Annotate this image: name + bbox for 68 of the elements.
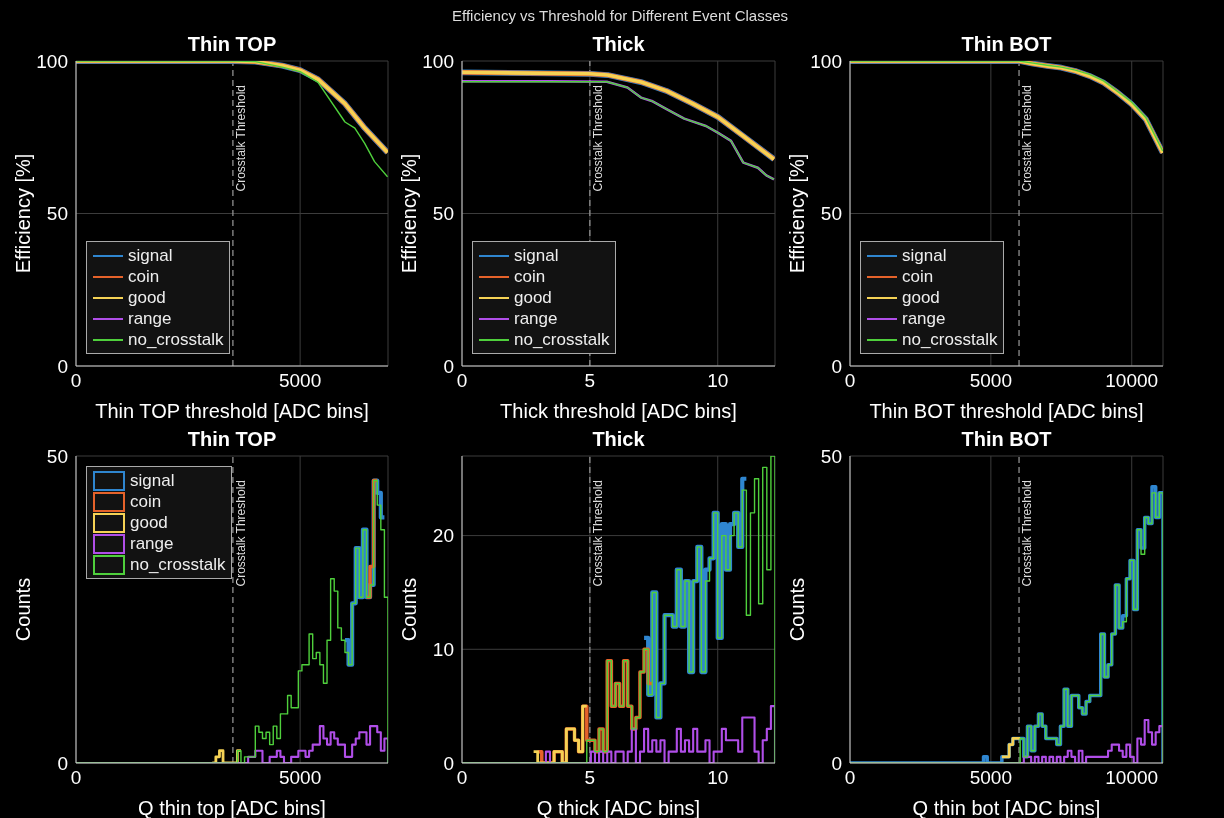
y-tick-label: 100 <box>810 50 842 72</box>
y-tick-label: 50 <box>46 203 68 225</box>
text: Efficiency vs Threshold for Different Event Classes <box>451 7 789 24</box>
y-axis-title: Counts <box>786 577 809 642</box>
legend-label: coin <box>130 491 162 512</box>
legend-label: coin <box>514 266 546 287</box>
x-tick-label: 10000 <box>1105 370 1159 392</box>
legend-label: no_crosstalk <box>902 329 998 350</box>
y-tick-label: 50 <box>820 203 842 225</box>
ref-line-label: Crosstalk Threshold <box>590 85 605 192</box>
legend-label: signal <box>130 470 175 491</box>
y-tick-label: 20 <box>432 525 454 547</box>
x-tick-label: 5000 <box>279 767 322 789</box>
legend-label: signal <box>128 245 173 266</box>
ref-line-label: Crosstalk Threshold <box>233 480 248 587</box>
legend-label: signal <box>514 245 559 266</box>
y-axis-title: Efficiency [%] <box>398 153 421 274</box>
x-tick-label: 10 <box>707 370 729 392</box>
ref-line-label: Crosstalk Threshold <box>233 85 248 192</box>
y-tick-label: 50 <box>432 203 454 225</box>
y-axis-title: Counts <box>12 577 35 642</box>
x-tick-label: 5000 <box>969 767 1012 789</box>
y-tick-label: 0 <box>831 355 842 377</box>
legend-label: range <box>902 308 946 329</box>
chart-title: Thick <box>591 428 646 451</box>
y-tick-label: 10 <box>432 639 454 661</box>
legend-label: no_crosstalk <box>130 554 226 575</box>
legend-label: good <box>902 287 940 308</box>
y-axis-title: Efficiency [%] <box>12 153 35 274</box>
legend-label: no_crosstalk <box>128 329 224 350</box>
chart-title: Thin TOP <box>186 428 278 451</box>
y-axis-title: Efficiency [%] <box>786 153 809 274</box>
y-tick-label: 50 <box>820 445 842 467</box>
legend-label: coin <box>128 266 160 287</box>
y-tick-label: 0 <box>831 752 842 774</box>
x-tick-label: 5 <box>584 767 596 789</box>
x-tick-label: 5000 <box>279 370 322 392</box>
chart-title: Thin TOP <box>186 33 278 56</box>
y-tick-label: 100 <box>422 50 454 72</box>
legend-label: good <box>128 287 166 308</box>
y-axis-title: Counts <box>398 577 421 642</box>
chart-title: Thick <box>591 33 646 56</box>
x-tick-label: 5 <box>584 370 596 392</box>
legend-label: good <box>130 512 168 533</box>
y-tick-label: 50 <box>46 445 68 467</box>
chart-title: Thin BOT <box>960 33 1053 56</box>
x-tick-label: 10000 <box>1105 767 1159 789</box>
x-axis-title: Thin BOT threshold [ADC bins] <box>869 400 1144 422</box>
y-tick-label: 0 <box>443 752 454 774</box>
legend-label: signal <box>902 245 947 266</box>
legend-label: range <box>130 533 174 554</box>
legend-label: coin <box>902 266 934 287</box>
ref-line-label: Crosstalk Threshold <box>1020 85 1035 192</box>
x-axis-title: Thin TOP threshold [ADC bins] <box>95 400 369 422</box>
chart-title: Thin BOT <box>960 428 1053 451</box>
ref-line-label: Crosstalk Threshold <box>1020 480 1035 587</box>
y-tick-label: 0 <box>57 355 68 377</box>
legend-label: range <box>514 308 558 329</box>
legend-label: no_crosstalk <box>514 329 610 350</box>
ref-line-label: Crosstalk Threshold <box>590 480 605 587</box>
y-tick-label: 100 <box>36 50 68 72</box>
y-tick-label: 0 <box>443 355 454 377</box>
legend-label: range <box>128 308 172 329</box>
legend-label: good <box>514 287 552 308</box>
x-axis-title: Thick threshold [ADC bins] <box>500 400 737 422</box>
x-tick-label: 10 <box>707 767 729 789</box>
x-tick-label: 5000 <box>969 370 1012 392</box>
y-tick-label: 0 <box>57 752 68 774</box>
